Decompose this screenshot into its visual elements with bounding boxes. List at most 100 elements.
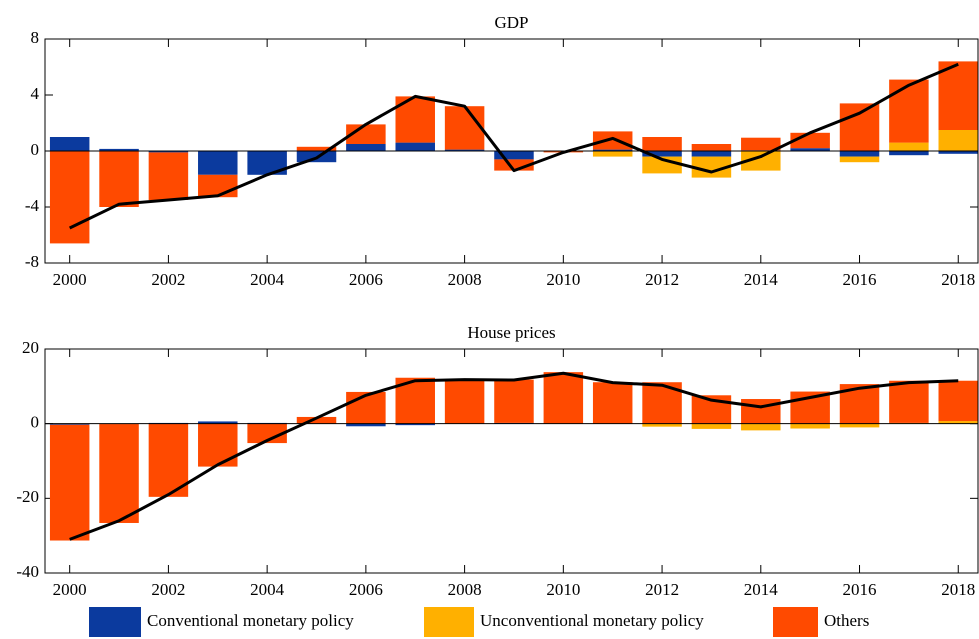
bar-segment — [148, 423, 189, 497]
bar-segment — [444, 106, 485, 150]
plot-frame — [44, 348, 979, 574]
bar-segment — [889, 380, 929, 423]
x-tick-label: 2016 — [843, 270, 877, 289]
x-tick-label: 2012 — [645, 270, 679, 289]
bar-segment — [49, 424, 90, 541]
x-tick-label: 2014 — [744, 580, 779, 599]
bar-segment — [346, 391, 386, 424]
bar-segment — [691, 156, 732, 178]
x-tick-label: 2002 — [151, 580, 185, 599]
bar-segment — [198, 174, 238, 198]
bar-segment — [444, 379, 485, 424]
y-tick-label: -20 — [16, 487, 39, 506]
x-tick-label: 2008 — [448, 270, 482, 289]
bar-segment — [938, 61, 978, 130]
bar-segment — [938, 421, 978, 424]
bar-segment — [592, 151, 633, 157]
legend-label: Unconventional monetary policy — [480, 611, 704, 630]
x-tick-label: 2004 — [250, 270, 285, 289]
bar-segment — [49, 423, 90, 425]
bar-segment — [99, 151, 139, 207]
bar-segment — [592, 382, 633, 424]
chart-title: House prices — [467, 323, 555, 342]
bar-segment — [148, 151, 189, 153]
bar-segment — [642, 151, 682, 157]
bar-segment — [741, 151, 781, 171]
bar-segment — [790, 148, 830, 151]
y-tick-label: -40 — [16, 562, 39, 581]
bar-segment — [49, 137, 90, 151]
y-tick-label: -4 — [25, 196, 40, 215]
bar-segment — [494, 151, 534, 160]
bar-segment — [198, 421, 238, 424]
bar-segment — [938, 380, 978, 422]
bar-segment — [592, 131, 633, 150]
bar-segment — [839, 103, 880, 151]
bar-segment — [198, 423, 238, 467]
legend-swatch — [773, 607, 818, 637]
y-tick-label: 8 — [31, 28, 40, 47]
bar-segment — [346, 124, 386, 144]
bar-segment — [691, 151, 732, 157]
bar-segment — [148, 152, 189, 200]
y-tick-label: 4 — [31, 84, 40, 103]
bar-segment — [889, 79, 929, 143]
x-tick-label: 2000 — [53, 270, 87, 289]
bar-segment — [395, 423, 435, 426]
bar-segment — [741, 423, 781, 431]
bar-segment — [494, 379, 534, 423]
bar-segment — [889, 151, 929, 156]
bar-segment — [839, 156, 880, 163]
x-tick-label: 2014 — [744, 270, 779, 289]
legend-swatch — [424, 607, 474, 637]
bar-segment — [247, 423, 287, 444]
bar-segment — [99, 148, 139, 151]
bar-segment — [494, 159, 534, 171]
line — [69, 62, 959, 230]
bar-segment — [889, 142, 929, 151]
x-tick-label: 2018 — [941, 580, 975, 599]
x-tick-label: 2000 — [53, 580, 87, 599]
x-tick-label: 2018 — [941, 270, 975, 289]
bar-segment — [543, 372, 584, 424]
bar-segment — [444, 149, 485, 151]
y-tick-label: -8 — [25, 252, 39, 271]
bar-segment — [691, 144, 732, 151]
legend-label: Conventional monetary policy — [147, 611, 354, 630]
legend-swatch — [89, 607, 141, 637]
x-tick-label: 2002 — [151, 270, 185, 289]
bar-segment — [247, 151, 287, 175]
bar-segment — [790, 423, 830, 429]
bar-segment — [198, 151, 238, 175]
x-tick-label: 2010 — [546, 580, 580, 599]
bar-segment — [938, 151, 978, 154]
x-tick-label: 2010 — [546, 270, 580, 289]
bar-segment — [642, 137, 682, 151]
bar-segment — [741, 137, 781, 151]
bar-segment — [99, 424, 139, 523]
bar-segment — [296, 416, 337, 424]
bar-segment — [691, 423, 732, 429]
x-tick-label: 2008 — [448, 580, 482, 599]
x-tick-label: 2004 — [250, 580, 285, 599]
x-tick-label: 2006 — [349, 270, 383, 289]
y-tick-label: 0 — [31, 413, 40, 432]
bar-segment — [839, 151, 880, 157]
bar-segment — [296, 146, 337, 151]
x-tick-label: 2006 — [349, 580, 383, 599]
bar-segment — [839, 423, 880, 428]
bar-segment — [49, 151, 90, 244]
x-tick-label: 2012 — [645, 580, 679, 599]
bar-segment — [395, 142, 435, 151]
y-tick-label: 20 — [22, 338, 39, 357]
x-tick-label: 2016 — [843, 580, 877, 599]
bar-segment — [346, 423, 386, 427]
bar-segment — [592, 149, 633, 151]
line — [69, 371, 959, 541]
bar-segment — [346, 144, 386, 151]
bar-segment — [741, 399, 781, 424]
legend-label: Others — [824, 611, 869, 630]
bar-segment — [938, 130, 978, 151]
